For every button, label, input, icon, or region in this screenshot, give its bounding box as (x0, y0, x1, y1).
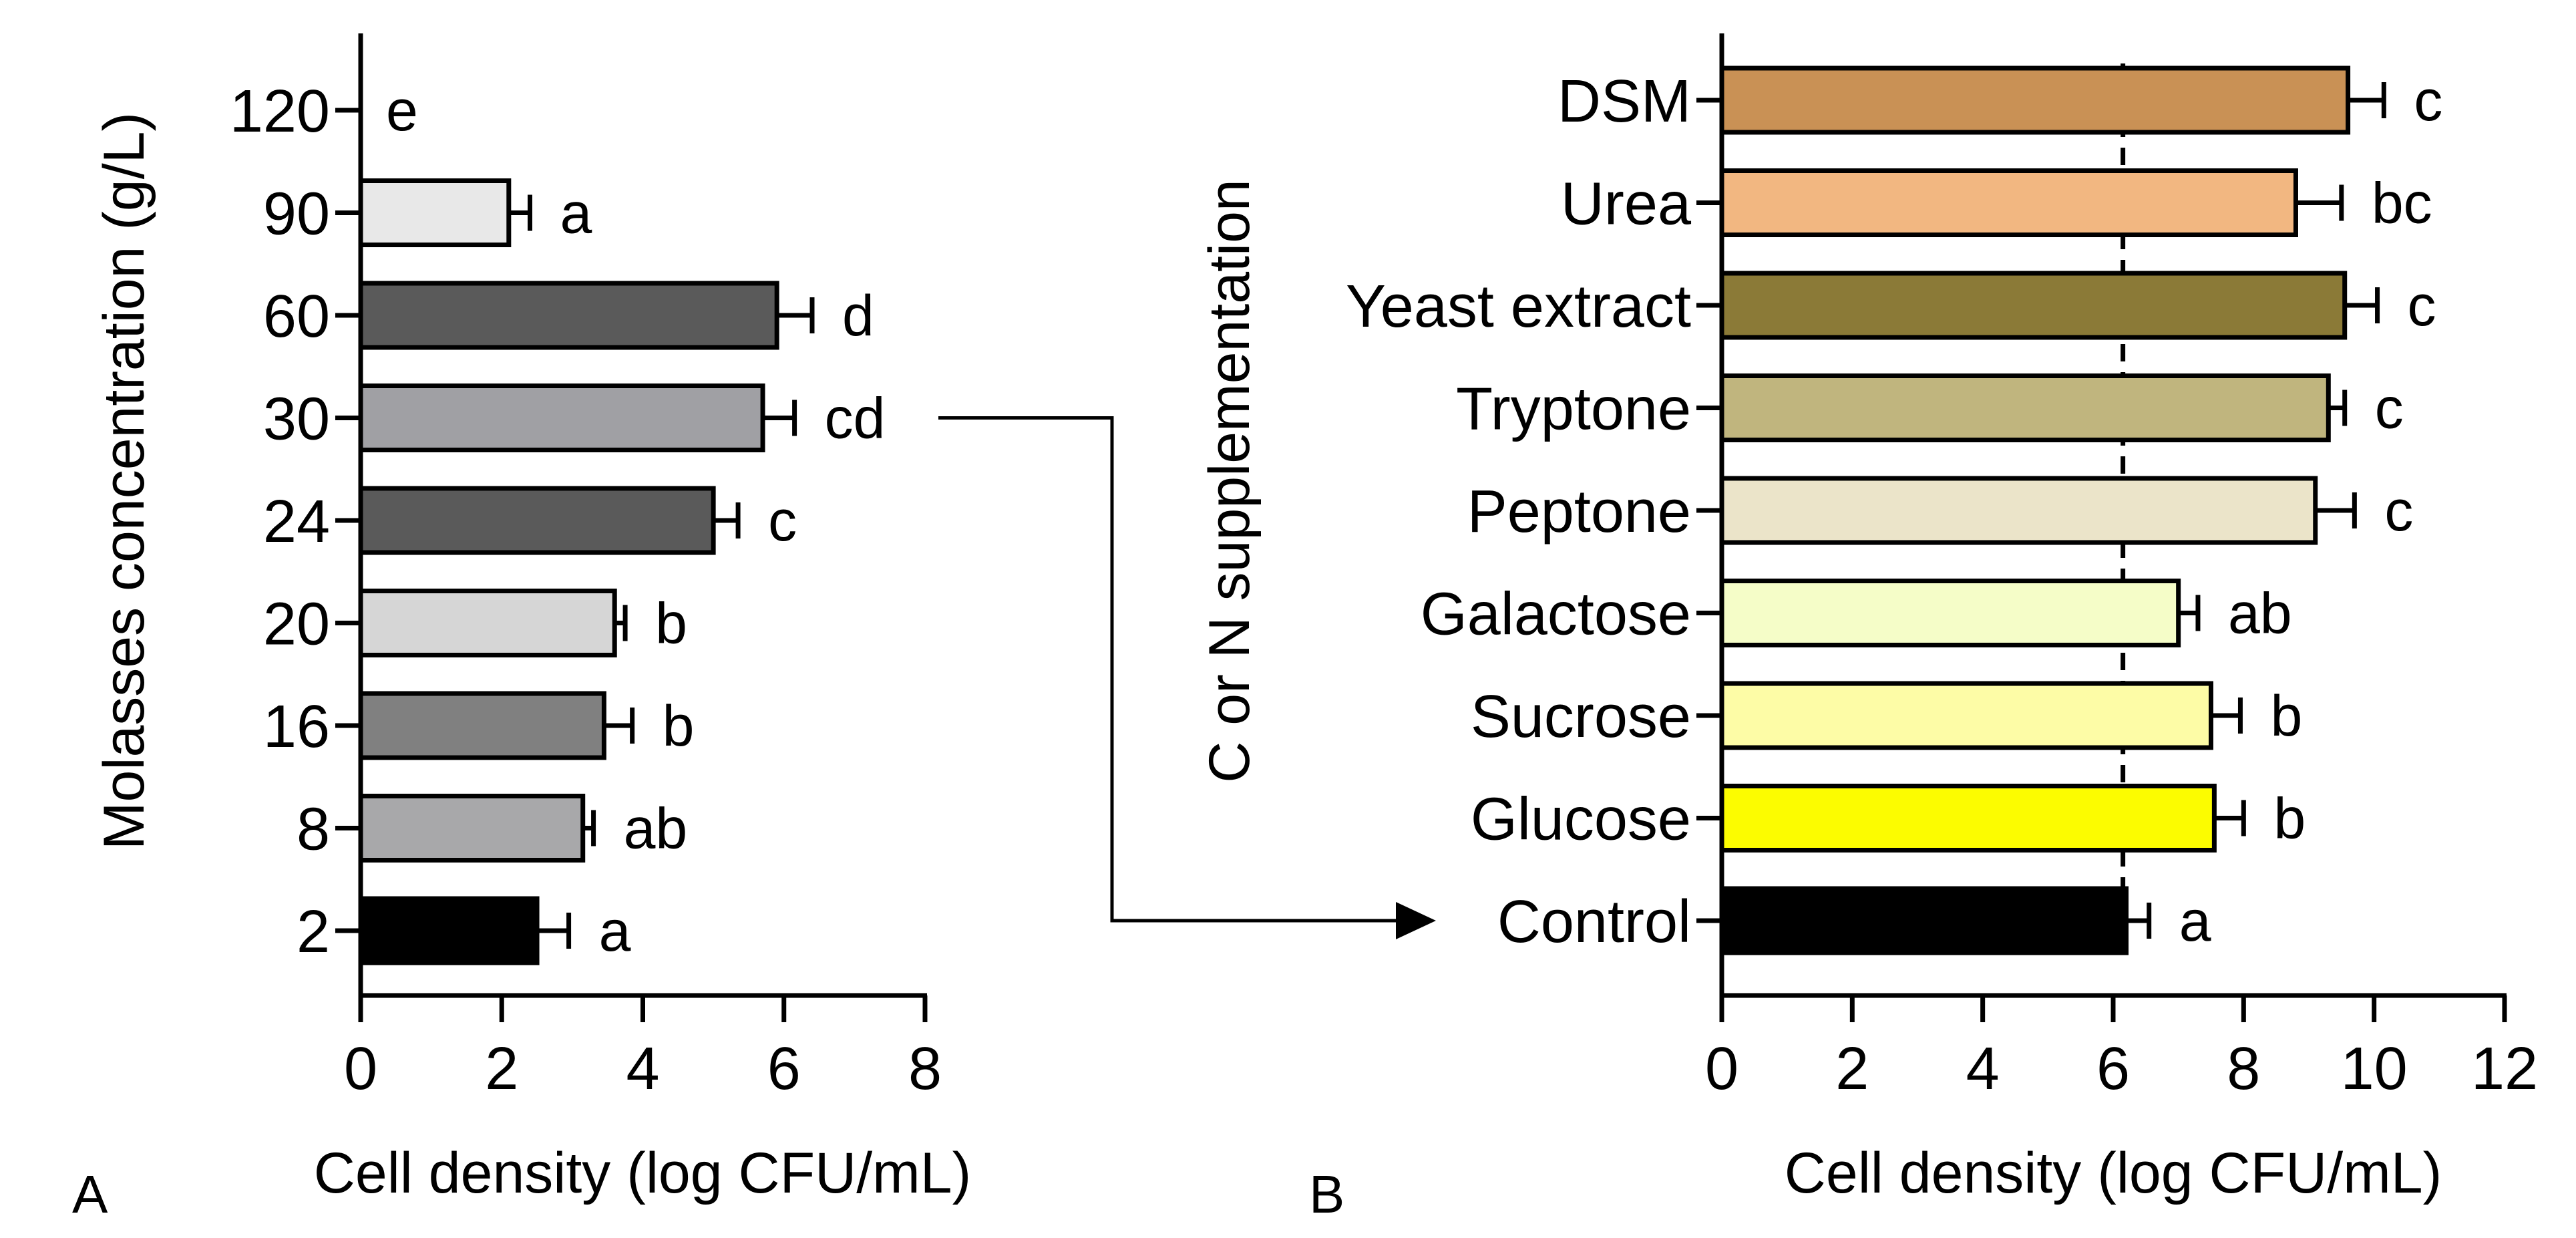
panel-b-x-tick-label-6: 6 (2096, 1036, 2130, 1102)
panel-a-sig-label-60: d (842, 284, 874, 348)
panel-a-y-tick-label-24: 24 (263, 488, 330, 555)
panel-a-bar-24 (358, 486, 716, 555)
panel-label-b: B (1309, 1165, 1344, 1224)
panel-a-y-tick-label-8: 8 (297, 796, 330, 863)
panel-a-bar-30 (358, 383, 765, 452)
panel-b-bar-yeast-extract (1719, 271, 2348, 340)
panel-b-sig-label-dsm: c (2414, 69, 2442, 133)
panel-a-sig-label-30: cd (825, 387, 886, 451)
panel-a-sig-label-2: a (599, 899, 631, 963)
panel-a-x-tick-label-2: 2 (485, 1036, 518, 1102)
panel-b-y-tick-label-sucrose: Sucrose (1471, 683, 1691, 750)
panel-b-x-tick-label-8: 8 (2227, 1036, 2260, 1102)
panel-a-bar-20 (358, 589, 617, 657)
panel-a-x-tick-label-4: 4 (626, 1036, 659, 1102)
panel-b-bar-peptone (1719, 476, 2318, 545)
panel-b-sig-label-glucose: b (2273, 787, 2306, 851)
panel-b-x-tick-label-4: 4 (1966, 1036, 2000, 1102)
connector-arrow (938, 416, 1436, 939)
panel-a-y-tick-label-30: 30 (263, 386, 330, 453)
panel-a-bar-90 (358, 178, 512, 247)
panel-b-sig-label-yeast-extract: c (2408, 274, 2436, 338)
connector-line (938, 416, 1403, 923)
panel-b-y-tick-label-tryptone: Tryptone (1456, 376, 1691, 443)
panel-a-bar-8 (358, 794, 586, 863)
panel-b-y-tick-label-glucose: Glucose (1471, 786, 1691, 853)
panel-b-sig-label-peptone: c (2384, 479, 2413, 543)
panel-a-sig-label-120: e (386, 79, 418, 143)
panel-a-y-tick-label-16: 16 (263, 693, 330, 760)
panel-b-y-tick-label-control: Control (1497, 889, 1691, 955)
panel-b-x-tick-label-0: 0 (1705, 1036, 1738, 1102)
panel-b-bar-galactose (1719, 579, 2181, 647)
panel-b-x-tick-label-12: 12 (2471, 1036, 2538, 1102)
panel-a-sig-label-20: b (655, 592, 687, 656)
connector-arrowhead (1396, 902, 1436, 939)
panel-a-y-tick-label-20: 20 (263, 591, 330, 658)
panel-b-sig-label-control: a (2179, 889, 2211, 953)
panel-b-y-axis-title: C or N supplementation (1198, 179, 1262, 782)
panel-a-bar-2 (358, 896, 540, 965)
panel-b-x-axis-title: Cell density (log CFU/mL) (1785, 1141, 2442, 1205)
panel-b-sig-label-sucrose: b (2270, 684, 2302, 748)
panel-a-y-axis-title: Molasses concentration (g/L) (92, 112, 156, 850)
panel-b-y-tick-label-dsm: DSM (1557, 68, 1691, 135)
panel-b-bar-glucose (1719, 784, 2217, 853)
panel-a-bar-16 (358, 691, 606, 760)
panel-a-x-tick-label-8: 8 (908, 1036, 942, 1102)
panel-b-sig-label-tryptone: c (2375, 377, 2404, 441)
panel-b-y-tick-label-galactose: Galactose (1421, 581, 1691, 648)
panel-a-y-tick-label-120: 120 (230, 78, 330, 145)
panel-a-y-tick-label-90: 90 (263, 181, 330, 248)
panel-label-a: A (72, 1165, 108, 1224)
panel-b-y-tick-label-yeast-extract: Yeast extract (1346, 273, 1691, 340)
panel-a-sig-label-16: b (663, 694, 695, 758)
panel-a-y-tick-label-2: 2 (297, 899, 330, 965)
panel-a-sig-label-8: ab (624, 797, 688, 861)
panel-a-y-tick-label-60: 60 (263, 283, 330, 350)
panel-a-sig-label-24: c (768, 489, 797, 553)
panel-b-x-tick-label-2: 2 (1835, 1036, 1869, 1102)
panel-a-x-tick-label-6: 6 (767, 1036, 801, 1102)
panel-b-x-tick-label-10: 10 (2341, 1036, 2408, 1102)
panel-b-bar-urea (1719, 168, 2298, 237)
panel-a-bar-60 (358, 281, 779, 350)
panel-a-x-tick-label-0: 0 (344, 1036, 377, 1102)
panel-b-bar-sucrose (1719, 681, 2213, 750)
panel-b-bar-dsm (1719, 65, 2351, 135)
panel-b-y-tick-label-urea: Urea (1561, 171, 1692, 238)
panel-b-bar-tryptone (1719, 373, 2331, 442)
panel-b-sig-label-galactose: ab (2228, 582, 2292, 646)
panel-a-x-axis-title: Cell density (log CFU/mL) (314, 1141, 971, 1205)
panel-a-sig-label-90: a (560, 182, 592, 246)
panel-b-bar-control (1719, 886, 2129, 955)
panel-b-sig-label-urea: bc (2372, 172, 2432, 236)
panel-b-y-tick-label-peptone: Peptone (1467, 478, 1691, 545)
